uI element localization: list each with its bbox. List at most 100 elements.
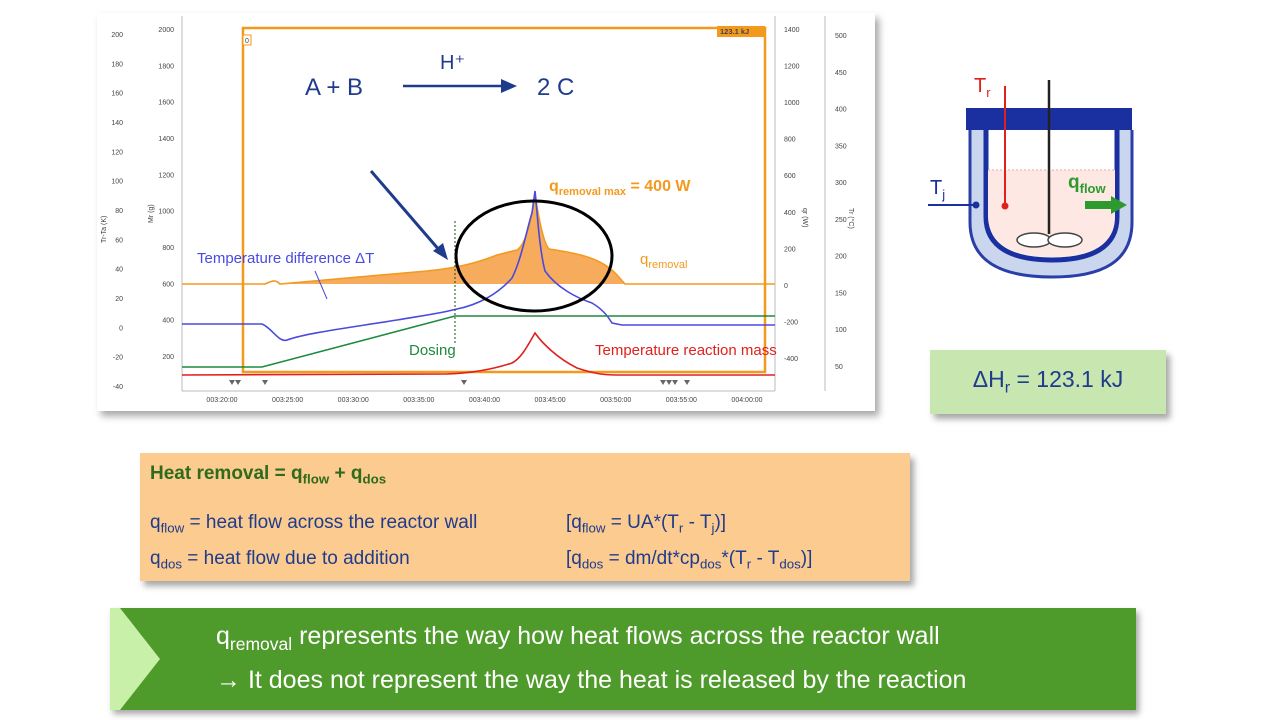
- y-tick-label-1: 160: [111, 91, 123, 98]
- reaction-enthalpy-text: ΔHr = 123.1 kJ: [972, 366, 1124, 397]
- y-tick-label-1: 140: [111, 120, 123, 127]
- q-removal-line: [182, 194, 775, 285]
- qflow-arrow-body: [1085, 201, 1111, 209]
- x-tick-label: 003:25:00: [272, 397, 303, 404]
- heat-removal-box: Heat removal = qflow + qdos qflow = heat…: [140, 453, 910, 581]
- y-tick-label-4: 50: [835, 364, 843, 371]
- integration-box: [241, 26, 767, 374]
- q-removal-max-label: qremoval max = 400 W: [549, 178, 691, 198]
- dosing-line: [182, 315, 775, 368]
- qdos-definition: qdos = heat flow due to addition: [150, 548, 410, 572]
- y-tick-label-1: -20: [113, 355, 123, 362]
- y-tick-label-4: 200: [835, 254, 847, 261]
- x-tick-label: 004:00:00: [731, 397, 762, 404]
- temperature-difference-line: [182, 190, 775, 342]
- event-marker: [666, 380, 672, 385]
- y-tick-label-1: 60: [115, 237, 123, 244]
- y-tick-label-4: 250: [835, 217, 847, 224]
- x-tick-label: 003:35:00: [403, 397, 434, 404]
- temperature-reaction-mass-label: Temperature reaction mass: [595, 342, 777, 359]
- event-marker: [672, 380, 678, 385]
- stirrer-blade-right: [1047, 232, 1083, 248]
- reaction-arrow-head: [501, 79, 517, 93]
- dosing-label: Dosing: [409, 342, 456, 359]
- y-tick-label-1: 120: [111, 149, 123, 156]
- qdos-formula: [qdos = dm/dt*cpdos*(Tr - Tdos)]: [566, 548, 813, 572]
- tj-probe-tip: [972, 201, 980, 209]
- y-tick-label-2: 600: [162, 281, 174, 288]
- delta-t-label-connector: [314, 270, 328, 300]
- y-tick-label-1: -40: [113, 384, 123, 391]
- banner-line-2: → It does not represent the way the heat…: [216, 666, 967, 694]
- qflow-arrow-head: [1111, 196, 1127, 214]
- y-tick-label-4: 450: [835, 70, 847, 77]
- conclusion-banner: qremoval represents the way how heat flo…: [110, 608, 1136, 710]
- y-tick-label-2: 1000: [158, 209, 174, 216]
- y-tick-label-4: 300: [835, 180, 847, 187]
- temperature-reaction-mass-line: [181, 331, 775, 376]
- y-axis-label-3: qr (W): [801, 208, 808, 227]
- qflow-definition: qflow = heat flow across the reactor wal…: [150, 512, 478, 536]
- x-tick-label: 003:40:00: [469, 397, 500, 404]
- y-tick-label-2: 1600: [158, 100, 174, 107]
- x-tick-label: 003:30:00: [338, 397, 369, 404]
- x-tick-label: 003:50:00: [600, 397, 631, 404]
- x-tick-label: 003:20:00: [206, 397, 237, 404]
- reaction-enthalpy-box: ΔHr = 123.1 kJ: [930, 350, 1166, 414]
- x-axis-ticks: 003:20:00 003:25:00 003:30:00 003:35:00 003:…: [206, 397, 762, 404]
- y-tick-label-3: -400: [784, 356, 798, 363]
- y-tick-label-4: 400: [835, 107, 847, 114]
- y-tick-label-1: 100: [111, 179, 123, 186]
- heat-removal-title: Heat removal = qflow + qdos: [150, 463, 387, 487]
- y-tick-label-3: 200: [784, 246, 796, 253]
- box-marker: [242, 34, 252, 46]
- peak-highlight-ellipse: [454, 199, 614, 313]
- y-tick-label-3: 1200: [784, 64, 800, 71]
- y-tick-label-3: 0: [784, 283, 788, 290]
- y-tick-label-2: 1400: [158, 136, 174, 143]
- y-tick-label-4: 150: [835, 290, 847, 297]
- y-tick-label-2: 400: [162, 318, 174, 325]
- y-tick-label-2: 1200: [158, 172, 174, 179]
- y-axis-ticks-4: 500 450 400 350 300 250 200 150 100 50: [835, 33, 847, 371]
- y-tick-label-2: 2000: [158, 27, 174, 34]
- q-removal-label: qremoval: [640, 251, 687, 271]
- y-tick-label-1: 40: [115, 267, 123, 274]
- product-text: 2 C: [537, 74, 574, 101]
- y-axis-label-1: Tr-Ta (K): [101, 216, 108, 243]
- reactor-diagram: Tr Tj qflow: [928, 75, 1134, 279]
- event-marker: [660, 380, 666, 385]
- tj-label: Tj: [930, 177, 945, 202]
- y-tick-label-3: 600: [784, 173, 796, 180]
- y-axis-label-2: Mr (g): [148, 204, 155, 223]
- catalyst-text: H⁺: [440, 52, 465, 74]
- banner-line-1: qremoval represents the way how heat flo…: [216, 622, 940, 655]
- y-tick-label-2: 1800: [158, 63, 174, 70]
- y-tick-label-4: 500: [835, 33, 847, 40]
- event-marker: [235, 380, 241, 385]
- x-tick-label: 003:55:00: [666, 397, 697, 404]
- chevron-right-icon: [110, 608, 160, 710]
- qflow-formula: [qflow = UA*(Tr - Tj)]: [566, 512, 727, 536]
- y-tick-label-3: 1400: [784, 27, 800, 34]
- pointer-arrow-head: [433, 243, 448, 260]
- event-marker: [229, 380, 235, 385]
- chart-panel: 200 180 160 140 120 100 80 60 40 20 0 -20 -40 2000 18…: [97, 13, 875, 411]
- x-tick-label: 003:45:00: [535, 397, 566, 404]
- y-axis-ticks-3: 1400 1200 1000 800 600 400 200 0 -200 -400: [784, 27, 800, 363]
- energy-box-label: 123.1 kJ: [720, 27, 749, 36]
- reactant-text: A + B: [305, 74, 363, 101]
- y-tick-label-4: 350: [835, 143, 847, 150]
- y-axis-ticks-2: 2000 1800 1600 1400 1200 1000 800 600 400 200: [158, 27, 174, 361]
- y-tick-label-3: 1000: [784, 100, 800, 107]
- event-markers: [229, 380, 690, 385]
- y-tick-label-2: 200: [162, 354, 174, 361]
- event-marker: [461, 380, 467, 385]
- reaction-mass: [988, 170, 1115, 257]
- y-tick-label-3: 400: [784, 210, 796, 217]
- stirrer-blade-left: [1016, 232, 1052, 248]
- y-axis-label-4: Tr (°C): [847, 208, 855, 229]
- tr-label: Tr: [974, 75, 991, 100]
